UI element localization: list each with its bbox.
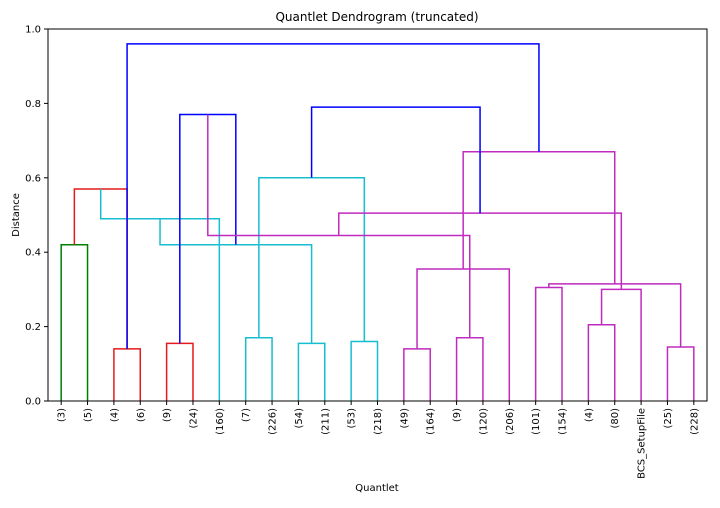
leaf-label: (4)	[584, 408, 595, 422]
y-tick-label: 0.2	[25, 322, 41, 333]
leaf-label: (4)	[109, 408, 120, 422]
leaf-label: (160)	[215, 408, 226, 435]
chart-title: Quantlet Dendrogram (truncated)	[275, 10, 478, 24]
leaf-label: (226)	[268, 408, 279, 435]
y-tick-label: 0.4	[25, 248, 41, 259]
y-tick-label: 1.0	[25, 25, 41, 36]
plot-frame	[47, 28, 708, 402]
dendrogram-link	[126, 43, 540, 349]
x-axis-label: Quantlet	[355, 483, 399, 494]
leaf-label: (228)	[689, 408, 700, 435]
leaf-label: (49)	[399, 408, 410, 429]
y-tick-label: 0.6	[25, 173, 41, 184]
leaf-label: (9)	[162, 408, 173, 422]
y-axis: 0.0 0.2 0.4 0.6 0.8 1.0	[25, 25, 48, 408]
leaf-label: (7)	[241, 408, 252, 422]
leaf-label: (54)	[294, 408, 305, 429]
leaf-label: (3)	[57, 408, 68, 422]
x-axis: (3) (5) (4) (6) (9) (24) (160) (7) (226) (54) (211…	[57, 401, 700, 479]
y-tick-label: 0.8	[25, 99, 41, 110]
leaf-label: (5)	[83, 408, 94, 422]
leaf-label: (164)	[426, 408, 437, 435]
leaf-label: (154)	[558, 408, 569, 435]
leaf-label: (218)	[373, 408, 384, 435]
leaf-label: (25)	[663, 408, 674, 429]
y-tick-label: 0.0	[25, 397, 41, 408]
leaf-label: (211)	[320, 408, 331, 435]
leaf-label: (206)	[505, 408, 516, 435]
leaf-label: (101)	[531, 408, 542, 435]
leaf-label: (24)	[188, 408, 199, 429]
leaf-label: (120)	[478, 408, 489, 435]
leaf-label: BCS_SetupFile	[637, 408, 648, 479]
leaf-label: (6)	[136, 408, 147, 422]
dendrogram-links	[60, 43, 695, 401]
leaf-label: (80)	[610, 408, 621, 429]
dendrogram-link	[310, 106, 481, 214]
y-axis-label: Distance	[11, 193, 22, 237]
leaf-label: (53)	[347, 408, 358, 429]
leaf-label: (9)	[452, 408, 463, 422]
